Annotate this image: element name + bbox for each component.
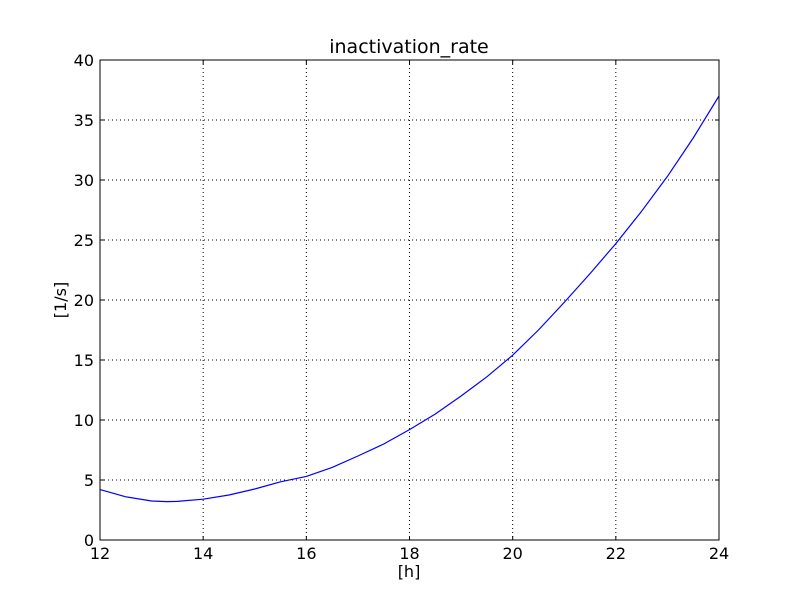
y-tick-label: 20 xyxy=(74,291,94,310)
x-tick-label: 14 xyxy=(193,544,213,563)
y-tick-label: 10 xyxy=(74,411,94,430)
series-line-0 xyxy=(99,95,720,503)
chart-title: inactivation_rate xyxy=(329,36,489,58)
y-tick-label: 35 xyxy=(74,111,94,130)
x-tick-label: 22 xyxy=(606,544,626,563)
x-tick-label: 24 xyxy=(709,544,729,563)
y-tick-label: 30 xyxy=(74,171,94,190)
x-tick-label: 18 xyxy=(399,544,419,563)
x-axis: 12 14 16 18 20 22 24 xyxy=(90,60,729,563)
x-axis-label: [h] xyxy=(398,562,421,581)
x-tick-label: 20 xyxy=(502,544,522,563)
y-tick-label: 5 xyxy=(84,471,94,490)
y-tick-label: 0 xyxy=(84,531,94,550)
x-tick-label: 12 xyxy=(90,544,110,563)
x-tick-label: 16 xyxy=(296,544,316,563)
y-tick-label: 15 xyxy=(74,351,94,370)
y-tick-label: 40 xyxy=(74,51,94,70)
y-axis: 0 5 10 15 20 25 30 35 40 xyxy=(74,51,719,550)
series-layer xyxy=(99,95,720,503)
y-tick-label: 25 xyxy=(74,231,94,250)
y-axis-label: [1/s] xyxy=(51,282,70,318)
